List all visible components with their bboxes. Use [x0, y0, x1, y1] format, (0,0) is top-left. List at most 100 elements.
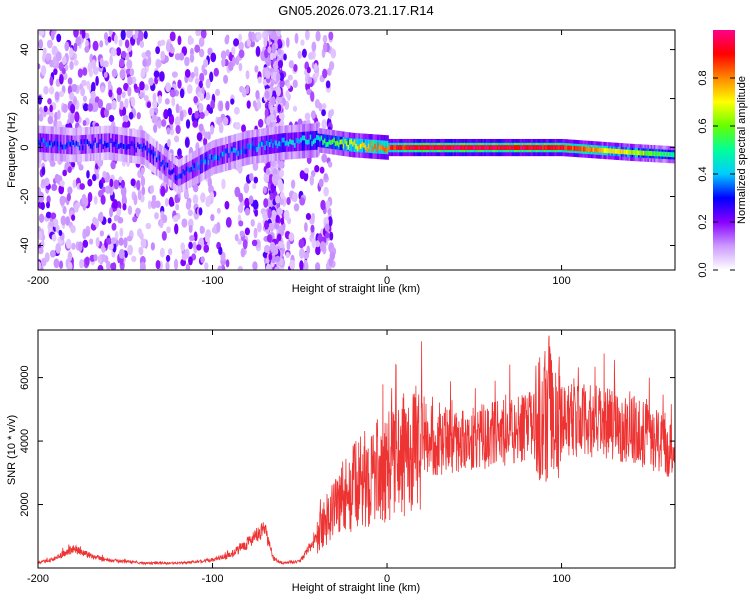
spectrogram-cell	[45, 52, 50, 62]
spectrogram-cell	[325, 134, 328, 149]
spectrogram-cell	[89, 143, 93, 149]
spectrogram-cell	[286, 37, 290, 48]
spectrogram-cell	[62, 206, 67, 215]
spectrogram-cell	[670, 152, 674, 158]
spectrogram-cell	[396, 145, 399, 150]
spectrogram-cell	[71, 83, 78, 93]
spectrogram-cell	[628, 149, 631, 155]
spectrogram-cell	[385, 146, 388, 152]
y-tick-label: 40	[19, 43, 31, 55]
spectrogram-cell	[199, 225, 204, 234]
spectrogram-cell	[174, 116, 181, 128]
spectrogram-cell	[46, 195, 51, 204]
spectrogram-cell	[174, 175, 177, 180]
spectrogram-cell	[38, 213, 45, 223]
spectrogram-cell	[586, 146, 589, 152]
spectrogram-cell	[246, 38, 252, 47]
spectrogram-cell	[69, 141, 72, 147]
spectrogram-cell	[606, 148, 609, 154]
spectrogram-cell	[350, 138, 353, 152]
spectrogram-cell	[308, 139, 311, 145]
spectrogram-cell	[177, 79, 182, 89]
spectrogram-cell	[383, 140, 386, 155]
spectrogram-cell	[328, 139, 331, 145]
spectrogram-cell	[275, 140, 278, 146]
spectrogram-cell	[70, 141, 74, 146]
spectrogram-cell	[253, 145, 256, 151]
spectrogram-cell	[75, 36, 82, 47]
spectrogram-cell	[45, 201, 51, 209]
spectrogram-cell	[424, 145, 427, 150]
spectrogram-cell	[171, 169, 174, 175]
spectrogram-cell	[388, 145, 391, 150]
spectrogram-cell	[71, 242, 76, 250]
spectrogram-cell	[672, 152, 675, 158]
spectrogram-cell	[81, 135, 85, 154]
spectrogram-cell	[38, 247, 44, 255]
spectrogram-cell	[92, 216, 98, 226]
spectrogram-cell	[231, 146, 234, 152]
spectrogram-cell	[573, 145, 576, 151]
spectrogram-cell	[318, 232, 323, 243]
spectrogram-cell	[124, 39, 130, 49]
spectrogram-xlabel: Height of straight line (km)	[292, 283, 420, 295]
spectrogram-cell	[496, 145, 499, 150]
spectrogram-cell	[240, 149, 243, 155]
spectrogram-cell	[322, 68, 328, 79]
spectrogram-cell	[131, 255, 137, 263]
spectrogram-cell	[267, 46, 272, 54]
spectrogram-cell	[537, 145, 540, 150]
spectrogram-cell	[300, 39, 305, 46]
spectrogram-cell	[513, 145, 517, 150]
spectrogram-cell	[299, 197, 306, 206]
spectrogram-cell	[134, 30, 139, 39]
spectrogram-cell	[215, 88, 221, 96]
spectrogram-cell	[79, 183, 85, 190]
spectrogram-cell	[542, 145, 545, 150]
spectrogram-cell	[221, 151, 224, 157]
spectrogram-cell	[531, 145, 534, 150]
spectrogram-cell	[175, 103, 180, 114]
spectrogram-cell	[264, 107, 269, 119]
spectrogram-cell	[138, 144, 141, 150]
spectrogram-cell	[310, 110, 316, 119]
spectrogram-cell	[160, 185, 166, 197]
spectrogram-cell	[251, 141, 254, 147]
spectrogram-cell	[216, 221, 221, 233]
spectrogram-cell	[411, 145, 415, 150]
spectrogram-cell	[201, 160, 204, 166]
y-tick-label: -20	[19, 189, 31, 205]
spectrogram-cell	[327, 216, 333, 227]
spectrogram-cell	[70, 103, 76, 114]
spectrogram-cell	[305, 139, 308, 145]
spectrogram-cell	[264, 222, 270, 229]
spectrogram-cell	[627, 149, 630, 155]
spectrogram-cell	[480, 145, 484, 150]
spectrogram-cell	[553, 145, 556, 150]
spectrogram-cell	[184, 170, 187, 176]
spectrogram-frame	[37, 29, 676, 271]
spectrogram-cell	[600, 147, 603, 153]
spectrogram-cell	[561, 145, 564, 150]
spectrogram-cell	[339, 139, 342, 145]
spectrogram-cell	[111, 68, 118, 78]
spectrogram-ylabel: Frequency (Hz)	[6, 112, 18, 188]
spectrogram-cell	[213, 67, 219, 77]
spectrogram-cell	[564, 145, 567, 151]
spectrogram-cell	[290, 179, 296, 189]
spectrogram-cell	[303, 135, 306, 141]
spectrogram-cell	[44, 140, 47, 146]
spectrogram-cell	[91, 59, 97, 70]
spectrogram-cell	[656, 151, 660, 157]
spectrogram-cell	[264, 70, 271, 79]
spectrogram-cell	[218, 122, 224, 134]
spectrogram-cell	[225, 259, 230, 268]
spectrogram-cell	[172, 215, 179, 223]
spectrogram-cell	[120, 185, 127, 197]
spectrogram-cell	[394, 145, 397, 150]
spectrogram-cell	[529, 145, 532, 150]
spectrogram-cell	[119, 142, 122, 148]
spectrogram-cell	[47, 143, 50, 149]
spectrogram-cell	[638, 150, 641, 156]
spectrogram-cell	[252, 261, 258, 270]
